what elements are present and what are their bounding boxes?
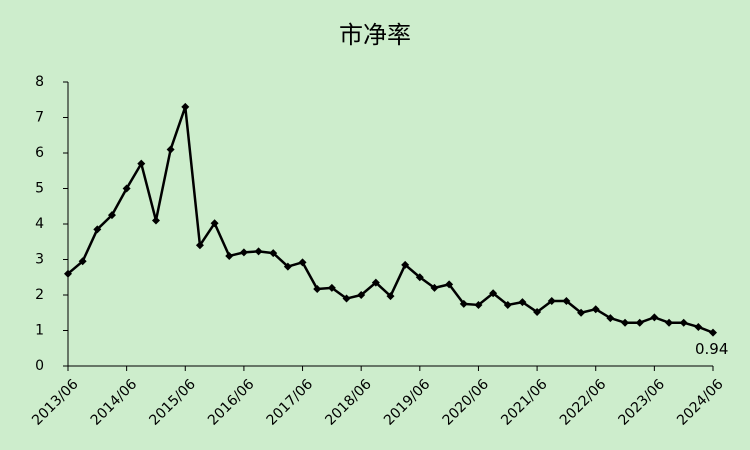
marker	[635, 318, 644, 327]
marker	[195, 241, 204, 250]
marker	[342, 294, 351, 303]
y-tick-label: 0	[35, 358, 44, 374]
marker	[401, 260, 410, 269]
marker	[254, 247, 263, 256]
marker	[606, 314, 615, 323]
marker	[518, 298, 527, 307]
y-tick-label: 4	[35, 216, 44, 232]
marker	[327, 283, 336, 292]
marker	[107, 211, 116, 220]
marker	[474, 300, 483, 309]
marker	[283, 262, 292, 271]
marker	[151, 216, 160, 225]
marker	[665, 318, 674, 327]
chart-title: 市净率	[339, 21, 411, 49]
marker	[78, 257, 87, 266]
marker	[445, 280, 454, 289]
marker	[166, 145, 175, 154]
marker	[298, 258, 307, 267]
marker	[650, 313, 659, 322]
marker	[64, 269, 72, 278]
marker	[577, 308, 586, 317]
marker	[181, 102, 190, 111]
marker	[679, 318, 688, 327]
marker	[269, 249, 278, 258]
marker	[709, 328, 717, 337]
marker	[430, 283, 439, 292]
marker	[357, 291, 366, 299]
marker	[93, 225, 102, 234]
marker	[415, 273, 424, 282]
marker	[562, 297, 571, 306]
marker	[210, 219, 219, 228]
y-tick-label: 8	[35, 74, 44, 90]
marker	[371, 278, 380, 287]
marker	[503, 300, 512, 309]
data-label: 0.94	[695, 340, 728, 358]
marker	[122, 184, 131, 193]
y-tick-label: 7	[35, 110, 44, 126]
marker	[225, 251, 234, 260]
marker	[313, 284, 322, 293]
y-tick-label: 5	[35, 181, 44, 197]
y-tick-label: 3	[35, 252, 44, 268]
marker	[489, 289, 498, 298]
marker	[621, 318, 630, 327]
marker	[386, 292, 395, 301]
marker	[591, 305, 600, 314]
y-tick-label: 1	[35, 323, 44, 339]
marker	[547, 297, 556, 306]
marker	[694, 322, 703, 331]
marker	[137, 159, 146, 168]
marker	[533, 308, 542, 317]
y-tick-label: 2	[35, 287, 44, 303]
y-tick-label: 6	[35, 145, 44, 161]
marker	[459, 299, 468, 308]
marker	[239, 248, 248, 257]
